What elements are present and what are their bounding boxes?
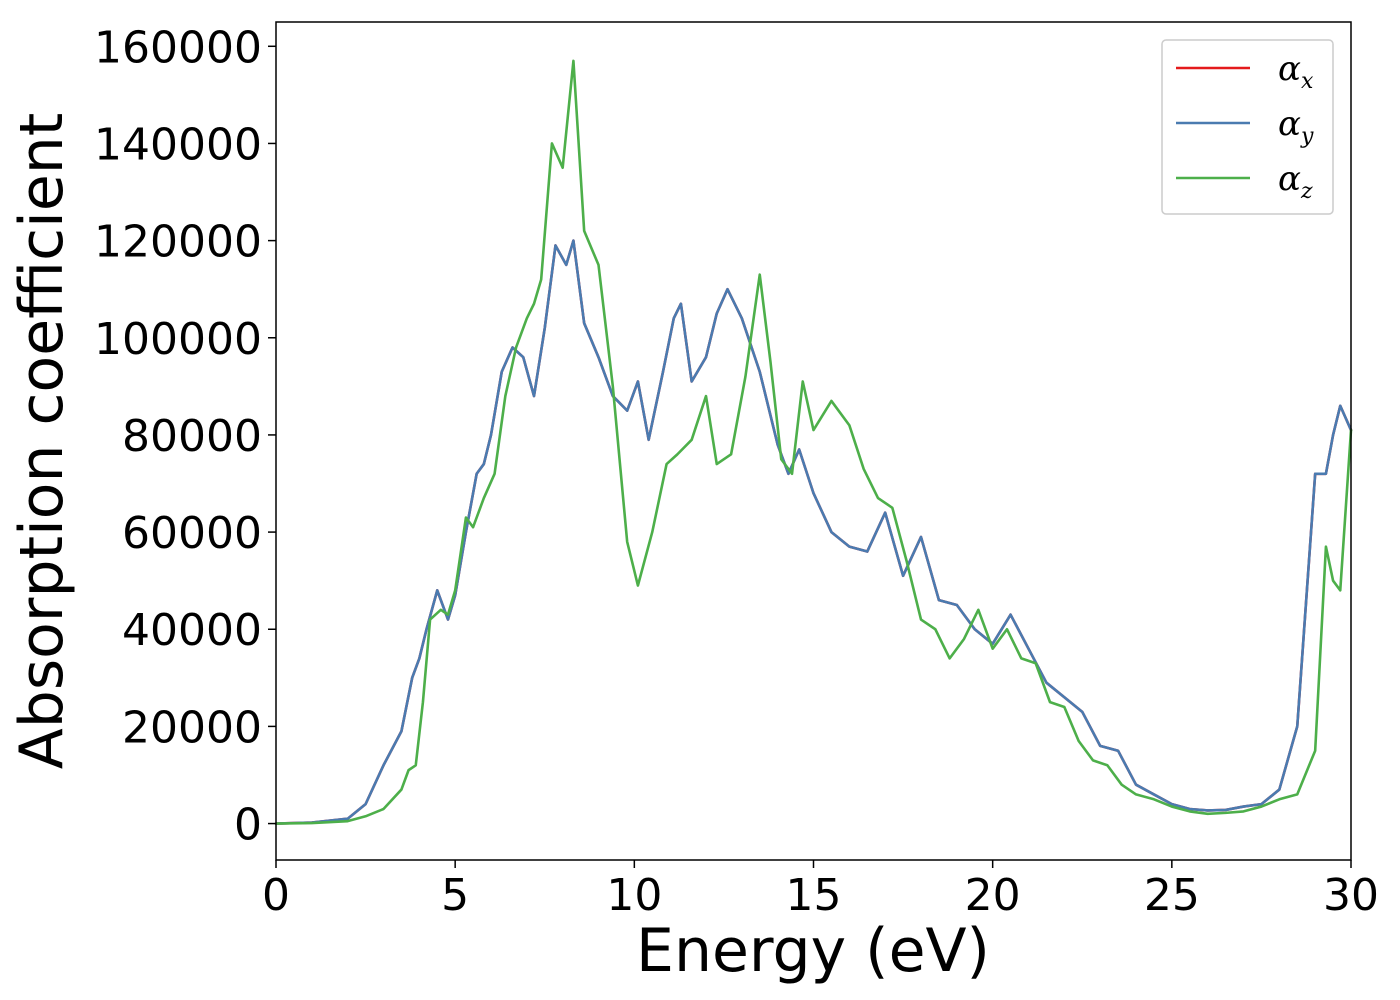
x-axis: 0 5 10 15 20 25 30	[262, 860, 1379, 921]
legend-label-y: αy	[1278, 104, 1314, 149]
x-tick-label: 5	[441, 870, 469, 921]
y-tick-label: 140000	[94, 119, 262, 170]
x-tick-label: 0	[262, 870, 290, 921]
y-tick-label: 80000	[122, 411, 262, 462]
y-tick-label: 100000	[94, 314, 262, 365]
x-tick-label: 25	[1144, 870, 1200, 921]
series-line-y	[274, 239, 1353, 825]
x-tick-label: 15	[786, 870, 842, 921]
y-axis: 0 20000 40000 60000 80000 100000 120000 140000 1…	[94, 22, 276, 851]
series-line-z	[274, 59, 1353, 825]
series-layer	[274, 59, 1353, 825]
y-tick-label: 120000	[94, 217, 262, 268]
y-tick-label: 0	[234, 800, 262, 851]
x-tick-label: 20	[965, 870, 1021, 921]
x-axis-title: Energy (eV)	[636, 916, 990, 986]
y-tick-label: 160000	[94, 22, 262, 73]
x-tick-label: 30	[1323, 870, 1379, 921]
y-tick-label: 20000	[122, 702, 262, 753]
y-tick-label: 40000	[122, 605, 262, 656]
legend-box	[1161, 39, 1334, 215]
x-tick-label: 10	[606, 870, 662, 921]
y-axis-title: Absorption coefficient	[7, 113, 77, 770]
y-tick-label: 60000	[122, 508, 262, 559]
